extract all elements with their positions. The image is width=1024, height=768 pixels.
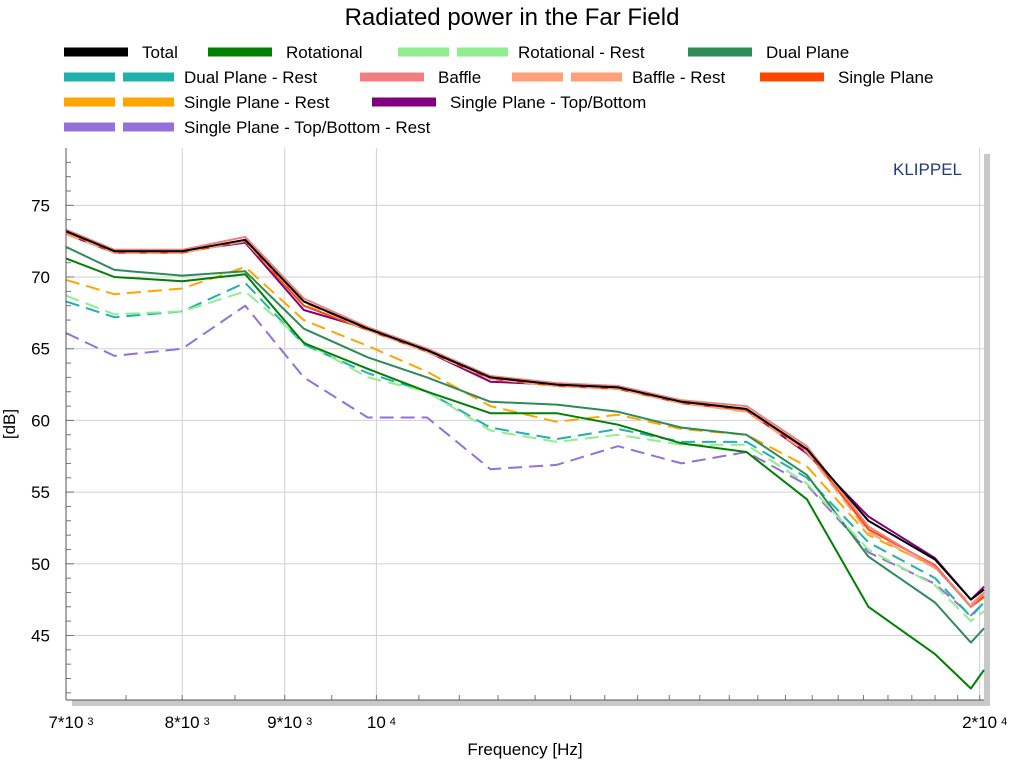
plot-area [66,148,984,700]
legend-item-dual-plane: Dual Plane [688,43,849,62]
klippel-watermark: KLIPPEL [893,160,962,179]
y-tick-label: 55 [31,483,50,502]
series-layer [65,228,985,690]
legend-label: Baffle [438,68,481,87]
y-tick-label: 65 [31,340,50,359]
legend-item-single-plane-top-bottom: Single Plane - Top/Bottom [372,93,646,112]
x-tick-base: 10 [367,713,386,732]
y-tick-label: 45 [31,626,50,645]
x-tick-base: 7*10 [48,713,83,732]
y-axis-label: [dB] [0,409,19,439]
y-tick-labels: 45 50 55 60 65 70 75 [31,196,50,645]
x-tick-base: 8*10 [165,713,200,732]
series-line-baffle-rest [65,233,985,605]
legend-label: Total [142,43,178,62]
y-tick-label: 50 [31,555,50,574]
legend-item-baffle: Baffle [360,68,481,87]
legend-label: Rotational [286,43,363,62]
x-tick-exponent: 4 [1001,716,1007,728]
x-tick-exponent: 4 [390,716,396,728]
legend-label: Baffle - Rest [632,68,726,87]
legend-label: Dual Plane - Rest [184,68,318,87]
legend-label: Rotational - Rest [518,43,645,62]
minor-ticks [66,161,981,700]
legend-label: Single Plane - Top/Bottom - Rest [184,118,431,137]
legend-item-single-plane: Single Plane [760,68,933,87]
legend-item-rotational-rest: Rotational - Rest [398,43,645,62]
y-tick-label: 70 [31,268,50,287]
legend-item-dual-plane-rest: Dual Plane - Rest [64,68,318,87]
x-tick-exponent: 3 [306,716,312,728]
legend-item-rotational: Rotational [208,43,363,62]
y-tick-label: 60 [31,411,50,430]
series-line-rotational-rest [65,290,985,623]
legend-label: Single Plane [838,68,933,87]
grid [65,148,984,700]
x-tick-exponent: 3 [204,716,210,728]
series-line-rotational [65,257,985,690]
legend-label: Dual Plane [766,43,849,62]
chart-title: Radiated power in the Far Field [345,4,680,31]
series-line-dual-plane [65,245,985,644]
x-axis-label: Frequency [Hz] [467,740,582,759]
x-tick-label: 7*10 3 [48,713,93,732]
x-tick-base: 9*10 [267,713,302,732]
x-tick-label: 8*10 3 [165,713,210,732]
x-tick-base: 2*10 [962,713,997,732]
legend-item-baffle-rest: Baffle - Rest [512,68,726,87]
legend-label: Single Plane - Top/Bottom [450,93,646,112]
x-tick-label: 2*10 4 [962,713,1007,732]
x-tick-labels: 7*10 3 8*10 3 9*10 3 10 4 2*10 4 [48,713,1007,732]
series-line-total [65,230,985,601]
legend: Total Rotational Rotational - Rest Dual Pla… [64,43,933,137]
y-tick-label: 75 [31,196,50,215]
legend-item-single-plane-top-bottom-rest: Single Plane - Top/Bottom - Rest [64,118,431,137]
series-line-single-plane-rest [65,266,985,608]
legend-item-single-plane-rest: Single Plane - Rest [64,93,330,112]
legend-item-total: Total [64,43,178,62]
series-line-baffle [65,228,985,608]
x-tick-exponent: 3 [87,716,93,728]
series-line-single-plane-top-bottom-rest [65,304,985,617]
x-tick-label: 10 4 [367,713,396,732]
legend-label: Single Plane - Rest [184,93,330,112]
x-tick-label: 9*10 3 [267,713,312,732]
